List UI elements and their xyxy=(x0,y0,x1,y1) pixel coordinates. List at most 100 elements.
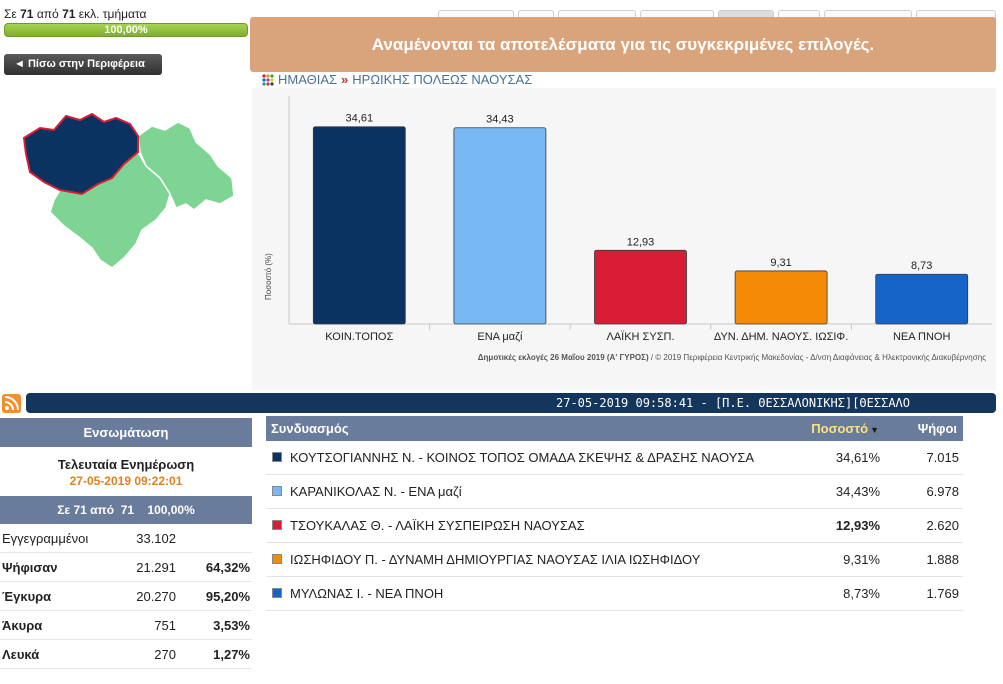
map-region-selected[interactable] xyxy=(22,112,139,196)
bar-value-label: 9,31 xyxy=(770,257,791,269)
chart-bar[interactable] xyxy=(594,249,687,325)
results-bar-chart: Ποσοστό (%) 34,61 ΚΟΙΝ.ΤΟΠΟΣ 34,43 ΕΝΑ μαζί… xyxy=(252,88,996,390)
combination-name[interactable]: ΚΑΡΑΝΙΚΟΛΑΣ Ν. - ΕΝΑ μαζί xyxy=(290,484,462,499)
breadcrumb-separator: » xyxy=(341,72,349,87)
stat-row: Έγκυρα 20.270 95,20% xyxy=(0,582,252,611)
stat-row: Άκυρα 751 3,53% xyxy=(0,611,252,640)
stat-value: 270 xyxy=(154,647,176,662)
combination-percent: 12,93% xyxy=(835,518,880,533)
stat-value: 20.270 xyxy=(136,589,176,604)
caption-mid: από xyxy=(36,7,59,21)
news-ticker: 27-05-2019 09:58:41 - [Π.Ε. ΘΕΣΣΑΛΟΝΙΚΗΣ… xyxy=(26,393,996,413)
last-update-datetime: 27-05-2019 09:22:01 xyxy=(69,474,183,488)
stat-name: Άκυρα xyxy=(2,618,43,633)
stat-percent: 3,53% xyxy=(213,618,250,633)
progress-percent: 100,00% xyxy=(104,24,148,36)
combination-percent: 9,31% xyxy=(843,552,880,567)
x-tick-label: ΔΥΝ. ΔΗΜ. ΝΑΟΥΣ. ΙΩΣΙΦ. xyxy=(714,331,848,343)
breadcrumb-region-link[interactable]: ΗΜΑΘΙΑΣ xyxy=(278,72,338,87)
result-row[interactable]: ΚΑΡΑΝΙΚΟΛΑΣ Ν. - ΕΝΑ μαζί 34,43% 6.978 xyxy=(266,475,963,509)
combination-votes: 7.015 xyxy=(926,450,959,465)
header-votes[interactable]: Ψήφοι xyxy=(917,421,957,436)
result-row[interactable]: ΙΩΣΗΦΙΔΟΥ Π. - ΔΥΝΑΜΗ ΔΗΜΙΟΥΡΓΙΑΣ ΝΑΟΥΣΑ… xyxy=(266,543,963,577)
caption-suffix: εκλ. τμήματα xyxy=(78,7,147,21)
chart-bar[interactable] xyxy=(312,126,406,325)
stat-row: Εγγεγραμμένοι 33.102 xyxy=(0,524,252,553)
combination-name[interactable]: ΙΩΣΗΦΙΔΟΥ Π. - ΔΥΝΑΜΗ ΔΗΜΙΟΥΡΓΙΑΣ ΝΑΟΥΣΑ… xyxy=(290,552,701,567)
combination-votes: 6.978 xyxy=(926,484,959,499)
header-percent-sort[interactable]: Ποσοστό ▼ xyxy=(811,416,879,443)
combination-percent: 34,61% xyxy=(835,450,880,465)
stat-percent: 64,32% xyxy=(205,560,250,575)
chart-bar[interactable] xyxy=(734,270,828,325)
x-tick-label: ΝΕΑ ΠΝΟΗ xyxy=(893,331,951,343)
result-row[interactable]: ΤΣΟΥΚΑΛΑΣ Θ. - ΛΑΪΚΗ ΣΥΣΠΕΙΡΩΣΗ ΝΑΟΥΣΑΣ 1… xyxy=(266,509,963,543)
stats-panel: Ενσωμάτωση Τελευταία Ενημέρωση 27-05-201… xyxy=(0,418,252,684)
stat-percent: 1,27% xyxy=(213,647,250,662)
party-color-swatch xyxy=(272,520,282,530)
stat-name: Λευκά xyxy=(2,647,40,662)
y-axis-label: Ποσοστό (%) xyxy=(264,253,273,300)
results-header: Συνδυασμός Ποσοστό ▼ Ψήφοι xyxy=(266,416,963,441)
stat-row: Ψήφισαν 21.291 64,32% xyxy=(0,553,252,582)
x-tick-label: ΛΑΪΚΗ ΣΥΣΠ. xyxy=(606,331,674,343)
stat-name: Ψήφισαν xyxy=(2,560,58,575)
combination-name[interactable]: ΜΥΛΩΝΑΣ Ι. - ΝΕΑ ΠΝΟΗ xyxy=(290,586,444,601)
stat-name: Έγκυρα xyxy=(2,589,52,604)
result-row[interactable]: ΜΥΛΩΝΑΣ Ι. - ΝΕΑ ΠΝΟΗ 8,73% 1.769 xyxy=(266,577,963,611)
stat-row: Λευκά 270 1,27% xyxy=(0,640,252,669)
caption-prefix: Σε xyxy=(4,7,17,21)
counted-stations: 71 xyxy=(20,7,34,21)
sort-desc-icon[interactable]: ▼ xyxy=(870,425,879,435)
rss-icon[interactable] xyxy=(2,394,21,413)
stats-summary: Σε 71 από 71 100,00% xyxy=(0,496,252,524)
progress-fill xyxy=(5,24,247,36)
combination-votes: 1.769 xyxy=(926,586,959,601)
breadcrumb: ΗΜΑΘΙΑΣ» ΗΡΩΙΚΗΣ ΠΟΛΕΩΣ ΝΑΟΥΣΑΣ xyxy=(262,72,532,87)
back-to-region-button[interactable]: ◄ Πίσω στην Περιφέρεια xyxy=(4,54,162,75)
last-update: Τελευταία Ενημέρωση 27-05-2019 09:22:01 xyxy=(0,447,252,496)
header-combination: Συνδυασμός xyxy=(271,421,349,436)
results-table: Συνδυασμός Ποσοστό ▼ Ψήφοι ΚΟΥΤΣΟΓΙΑΝΝΗΣ … xyxy=(266,416,963,611)
combination-votes: 1.888 xyxy=(926,552,959,567)
combination-percent: 8,73% xyxy=(843,586,880,601)
breadcrumb-municipality: ΗΡΩΙΚΗΣ ΠΟΛΕΩΣ ΝΑΟΥΣΑΣ xyxy=(352,72,533,87)
bar-value-label: 8,73 xyxy=(911,260,932,272)
bar-value-label: 34,61 xyxy=(346,113,374,125)
stat-percent: 95,20% xyxy=(205,589,250,604)
combination-name[interactable]: ΤΣΟΥΚΑΛΑΣ Θ. - ΛΑΪΚΗ ΣΥΣΠΕΙΡΩΣΗ ΝΑΟΥΣΑΣ xyxy=(290,518,585,533)
combination-percent: 34,43% xyxy=(835,484,880,499)
stat-value: 21.291 xyxy=(136,560,176,575)
chart-bar[interactable] xyxy=(453,127,547,325)
stat-value: 751 xyxy=(154,618,176,633)
stat-value: 33.102 xyxy=(136,531,176,546)
stat-name: Εγγεγραμμένοι xyxy=(2,531,89,546)
party-color-swatch xyxy=(272,486,282,496)
party-color-swatch xyxy=(272,554,282,564)
party-color-swatch xyxy=(272,588,282,598)
awaiting-results-banner: Αναμένονται τα αποτελέσματα για τις συγκ… xyxy=(250,17,996,72)
bar-value-label: 12,93 xyxy=(627,236,655,248)
x-tick-label: ΕΝΑ μαζί xyxy=(477,331,523,343)
chart-bar[interactable] xyxy=(875,273,969,325)
bar-chart-svg: Ποσοστό (%) 34,61 ΚΟΙΝ.ΤΟΠΟΣ 34,43 ΕΝΑ μαζί… xyxy=(264,96,992,343)
grid-dots-icon xyxy=(262,74,274,86)
progress-caption: Σε 71 από 71 εκλ. τμήματα xyxy=(4,7,146,21)
credit-election: Δημοτικές εκλογές 26 Μαΐου 2019 (Α' ΓΥΡΟ… xyxy=(477,353,649,362)
x-tick-label: ΚΟΙΝ.ΤΟΠΟΣ xyxy=(325,331,393,343)
credit-source: / © 2019 Περιφέρεια Κεντρικής Μακεδονίας… xyxy=(648,353,986,362)
stats-header: Ενσωμάτωση xyxy=(0,418,252,447)
municipality-map xyxy=(22,112,235,269)
header-percent[interactable]: Ποσοστό xyxy=(811,421,869,436)
total-stations: 71 xyxy=(62,7,76,21)
last-update-label: Τελευταία Ενημέρωση xyxy=(57,457,195,472)
ticker-text: 27-05-2019 09:58:41 - [Π.Ε. ΘΕΣΣΑΛΟΝΙΚΗΣ… xyxy=(556,396,911,410)
result-row[interactable]: ΚΟΥΤΣΟΓΙΑΝΝΗΣ Ν. - ΚΟΙΝΟΣ ΤΟΠΟΣ ΟΜΑΔΑ ΣΚ… xyxy=(266,441,963,475)
combination-name[interactable]: ΚΟΥΤΣΟΓΙΑΝΝΗΣ Ν. - ΚΟΙΝΟΣ ΤΟΠΟΣ ΟΜΑΔΑ ΣΚ… xyxy=(290,450,755,465)
party-color-swatch xyxy=(272,452,282,462)
bar-value-label: 34,43 xyxy=(486,114,514,126)
progress-bar: 100,00% xyxy=(4,23,248,37)
chart-credit: Δημοτικές εκλογές 26 Μαΐου 2019 (Α' ΓΥΡΟ… xyxy=(478,353,986,362)
combination-votes: 2.620 xyxy=(926,518,959,533)
